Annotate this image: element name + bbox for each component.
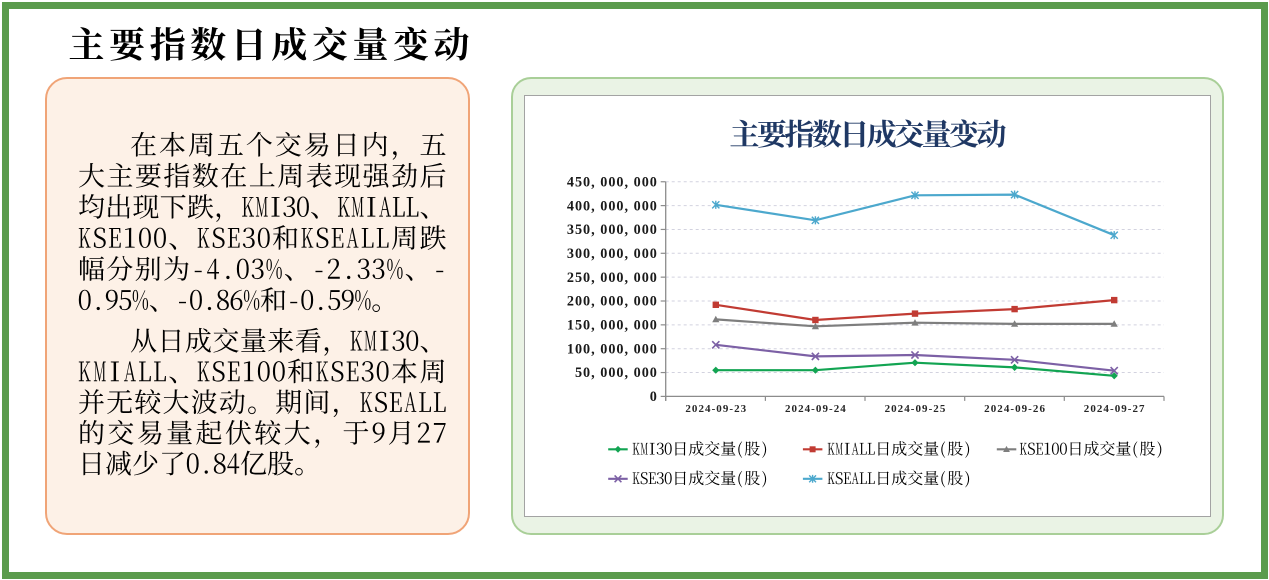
svg-text:2024-09-26: 2024-09-26 bbox=[984, 403, 1046, 415]
svg-text:400, 000, 000: 400, 000, 000 bbox=[567, 198, 658, 214]
svg-text:0: 0 bbox=[650, 389, 658, 405]
svg-text:250, 000, 000: 250, 000, 000 bbox=[567, 270, 658, 286]
svg-text:450, 000, 000: 450, 000, 000 bbox=[567, 174, 658, 190]
svg-text:2024-09-27: 2024-09-27 bbox=[1084, 403, 1146, 415]
svg-text:50, 000, 000: 50, 000, 000 bbox=[575, 365, 658, 381]
svg-text:150, 000, 000: 150, 000, 000 bbox=[567, 318, 658, 334]
svg-text:200, 000, 000: 200, 000, 000 bbox=[567, 294, 658, 310]
svg-text:2024-09-25: 2024-09-25 bbox=[885, 403, 947, 415]
svg-text:100, 000, 000: 100, 000, 000 bbox=[567, 341, 658, 357]
svg-text:2024-09-23: 2024-09-23 bbox=[685, 403, 747, 415]
svg-text:2024-09-24: 2024-09-24 bbox=[785, 403, 847, 415]
svg-text:300, 000, 000: 300, 000, 000 bbox=[567, 246, 658, 262]
svg-text:350, 000, 000: 350, 000, 000 bbox=[567, 222, 658, 238]
